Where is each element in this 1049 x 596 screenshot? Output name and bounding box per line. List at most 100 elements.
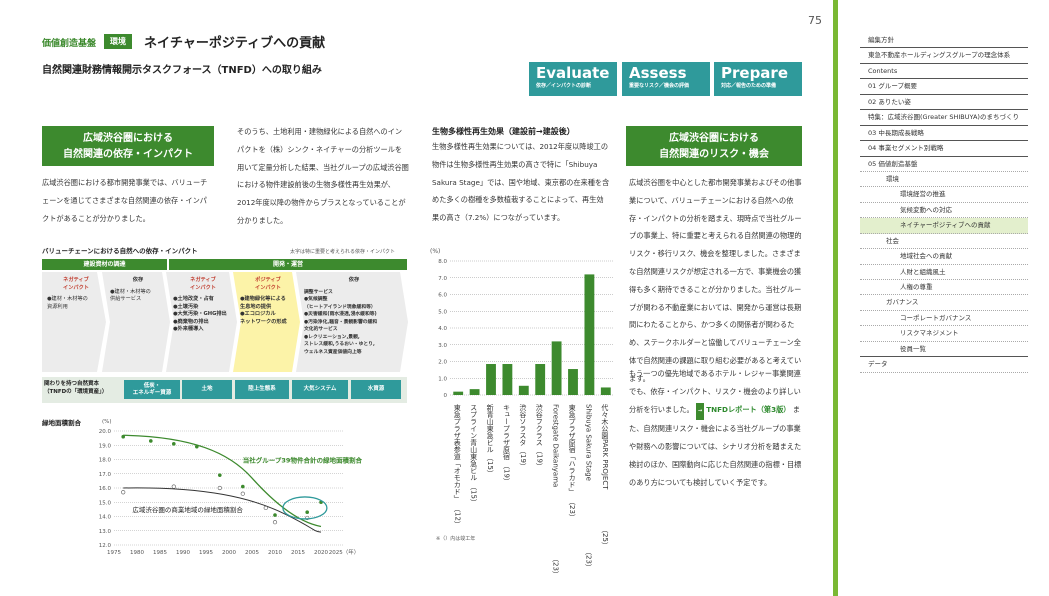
sidebar-item[interactable]: 社会 (860, 234, 1028, 250)
valuechain-col-1: ネガティブ インパクト ●建材・木材等の 資源利用 (47, 277, 105, 371)
risk-paragraph-2: もう一つの優先地域であるホテル・レジャー事業関連でも、依存・インパクト、リスク・… (629, 365, 803, 492)
sidebar-item[interactable]: 役員一覧 (860, 342, 1028, 358)
y-tick-label: 8.0 (438, 259, 447, 265)
sidebar-item[interactable]: ガバナンス (860, 295, 1028, 311)
y-tick-label: 2.0 (438, 360, 447, 366)
sidebar-item[interactable]: 特集：広域渋谷圏(Greater SHIBUYA)のまちづくり (860, 110, 1028, 126)
assess-desc: 重要なリスク／機会の評価 (629, 83, 690, 89)
col-head: ポジティブ インパクト (255, 277, 281, 291)
x-tick-label: 2000 (222, 550, 236, 556)
sidebar-item[interactable]: コーポレートガバナンス (860, 311, 1028, 327)
sidebar-item[interactable]: 編集方針 (860, 33, 1028, 49)
sidebar-item[interactable]: データ (860, 357, 1028, 373)
x-tick-label: 1985 (153, 550, 167, 556)
assess-title: Assess (629, 64, 687, 82)
evaluate-desc: 依存／インパクトの診断 (536, 83, 592, 89)
evaluate-title: Evaluate (536, 64, 610, 82)
dependency-paragraph: 広域渋谷圏における都市開発事業では、バリューチェーンを通じてさまざまな自然関連の… (42, 178, 208, 223)
sidebar-item[interactable]: 東急不動産ホールディングスグループの理念体系 (860, 48, 1028, 64)
x-tick-label: 2025（年） (329, 548, 360, 556)
series-1-point (218, 473, 222, 477)
series-2-point (217, 485, 222, 491)
dependency-impact-heading: 広域渋谷圏における 自然関連の依存・インパクト (42, 126, 214, 166)
series-2-label: 広域渋谷圏の商業地域の緑地面積割合 (132, 505, 243, 514)
col-head: 依存 (132, 277, 144, 283)
x-tick-label: 1975 (107, 550, 121, 556)
bar (502, 364, 513, 395)
sidebar-item[interactable]: 地域社会への貢献 (860, 249, 1028, 265)
col-items: ●建材・木材等の 資源利用 (47, 296, 88, 310)
series-1-point (195, 444, 199, 449)
x-year-label: （15） (486, 454, 495, 478)
sidebar-item[interactable]: 03 中長期成長戦略 (860, 126, 1028, 142)
green-area-line-chart: (%) 12.0 13.0 14.0 15.0 16.0 17.0 18.0 19.0 20.0 1… (99, 419, 363, 556)
x-category-label: 東急プラザ原宿「ハラカド」 (568, 404, 577, 495)
sidebar-item[interactable]: 05 価値創造基盤 (860, 157, 1028, 172)
sidebar-item[interactable]: 人権の尊重 (860, 280, 1028, 296)
biodiversity-paragraph: 生物多様性再生効果については、2012年度以降竣工の物件は生物多様性再生効果の高… (432, 142, 610, 223)
heading-line: 広域渋谷圏における (83, 133, 173, 144)
series-1-point (241, 484, 245, 489)
x-category-label: Shibuya Sakura Stage (584, 404, 593, 481)
sidebar-item[interactable]: 04 事業セグメント別戦略 (860, 141, 1028, 157)
sidebar-item[interactable]: リスクマネジメント (860, 326, 1028, 342)
sidebar-item[interactable]: 02 ありたい姿 (860, 95, 1028, 111)
x-year-label: （23） (551, 555, 560, 579)
evaluate-box: Evaluate 依存／インパクトの診断 (529, 62, 617, 96)
sidebar-item[interactable]: 気候変動への対応 (860, 203, 1028, 219)
risk-paragraph-2a: もう一つの優先地域であるホテル・レジャー事業関連でも、依存・インパクト、リスク・… (629, 369, 801, 414)
col-items: ●建材・木材等の 供給サービス (110, 288, 151, 303)
x-year-label: （15） (469, 483, 478, 507)
sidebar-item[interactable]: 環境 (860, 172, 1028, 188)
y-tick-label: 19.0 (99, 443, 112, 449)
y-tick-label: 15.0 (99, 500, 112, 506)
risk-opportunity-heading: 広域渋谷圏における 自然関連のリスク・機会 (626, 126, 802, 166)
col-items: 調整サービス ●気候調整 （ヒートアイランド現象緩和等） ●災害緩和(雨水浸透,… (304, 289, 378, 355)
series-2-point (272, 520, 278, 525)
x-category-label: スプライン青山東急ビル (469, 404, 478, 481)
bar-chart-note: ※（）内は竣工年 (436, 536, 476, 542)
y-tick-label: 18.0 (99, 458, 112, 464)
series-2-point (263, 505, 268, 511)
series-1-point (121, 434, 125, 439)
sidebar-item[interactable]: Contents (860, 64, 1028, 80)
prepare-title: Prepare (721, 64, 788, 82)
sidebar-item[interactable]: 人財と組織風土 (860, 265, 1028, 280)
risk-paragraph-2b: また、自然関連リスク・機会による当社グループの事業や財務への影響については、シナ… (629, 404, 802, 487)
x-category-label: 東急プラザ表参道「オモカド」 (453, 404, 462, 502)
accent-bar (833, 0, 838, 596)
y-tick-label: 4.0 (438, 326, 447, 332)
bar (535, 364, 546, 395)
col-head: ネガティブ インパクト (190, 277, 216, 291)
x-category-label: 渋谷ソラスタ (518, 404, 527, 446)
sidebar-item[interactable]: 環境経営の推進 (860, 187, 1028, 203)
prepare-box: Prepare 対応／報告のための準備 (714, 62, 802, 96)
series-2-point (240, 491, 245, 496)
valuechain-title: バリューチェーンにおける自然への依存・インパクト (42, 247, 198, 255)
quantitative-paragraph: そのうち、土地利用・建物緑化による自然へのインパクトを（株）シンク・ネイチャーの… (237, 127, 409, 225)
biodiversity-heading: 生物多様性再生効果（建設前→建設後） (432, 127, 575, 136)
series-2-point (121, 490, 126, 495)
col-items: ●土地改変・占有 ●土壌汚染 ●大気汚染・GHG排出 ●廃棄物の排出 ●外来種導… (173, 296, 227, 332)
green-area-title: 緑地面積割合 (42, 419, 81, 427)
sidebar-item[interactable]: ネイチャーポジティブへの貢献 (860, 218, 1028, 234)
bar (518, 385, 529, 395)
y-tick-label: 1.0 (438, 376, 447, 382)
y-tick-label: 0 (444, 393, 448, 399)
x-year-label: （23） (584, 548, 593, 571)
tnfd-report-link[interactable]: → TNFDレポート（第3版） (696, 402, 791, 421)
x-tick-label: 2010 (268, 550, 282, 556)
development-bar: 開発・運営 (169, 259, 407, 270)
capital-chip-energy: 低炭・ エネルギー資源 (124, 380, 180, 399)
y-tick-label: 3.0 (438, 343, 447, 349)
capital-chip-atmosphere: 大気システム (292, 380, 348, 399)
x-category-label: 代々木公園PARK PROJECT (600, 404, 609, 490)
valuechain-col-3: ネガティブ インパクト ●土地改変・占有 ●土壌汚染 ●大気汚染・GHG排出 ●廃… (173, 277, 233, 371)
sidebar-item[interactable]: 01 グループ概要 (860, 79, 1028, 95)
valuechain-col-4: ポジティブ インパクト ●建物緑化等による 生息地の提供 ●エコロジカル ネットワ… (240, 277, 296, 371)
highlight-ellipse (282, 496, 328, 520)
series-1-point (305, 510, 309, 515)
procurement-bar: 建設資材の調達 (42, 259, 167, 270)
bar (469, 389, 480, 395)
y-tick-label: 5.0 (438, 309, 447, 315)
